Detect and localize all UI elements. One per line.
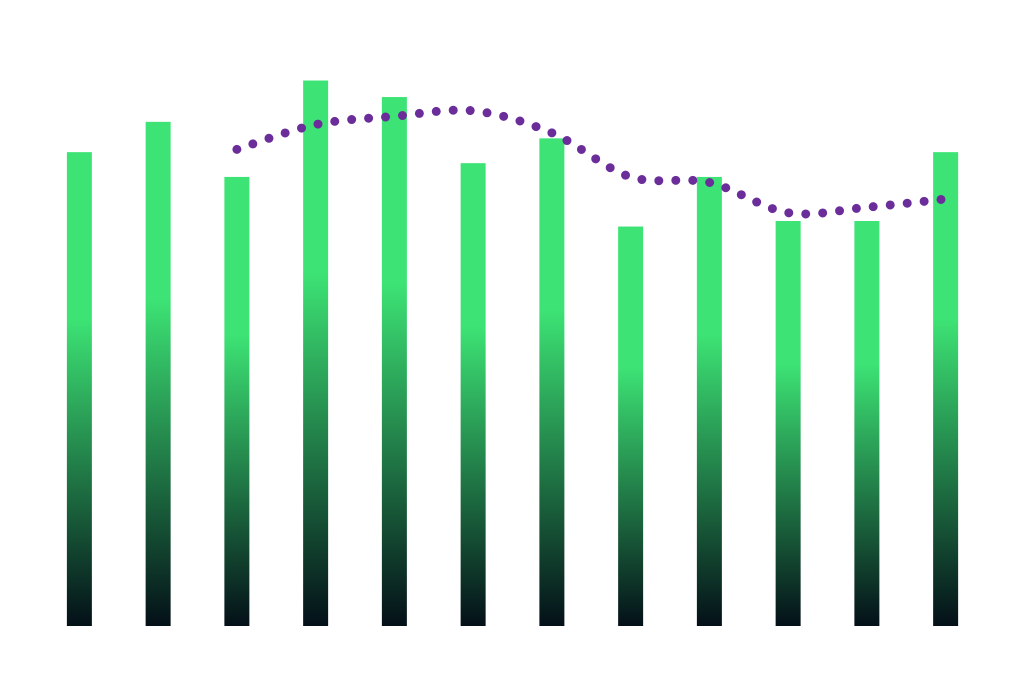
bar-1: [66, 152, 92, 626]
bar-2: [145, 121, 171, 626]
trend-line-layer: [232, 105, 951, 219]
bar-12: [933, 152, 959, 626]
bars-layer: [66, 80, 959, 627]
bar-11: [854, 221, 880, 626]
bar-8: [618, 226, 644, 626]
bar-7: [539, 138, 565, 626]
bar-3: [224, 176, 250, 626]
bar-9: [696, 176, 722, 626]
bar-4: [303, 80, 329, 626]
trend-line: [232, 105, 951, 219]
bar-6: [460, 163, 486, 626]
bar-5: [381, 97, 407, 627]
bar-10: [775, 221, 801, 626]
